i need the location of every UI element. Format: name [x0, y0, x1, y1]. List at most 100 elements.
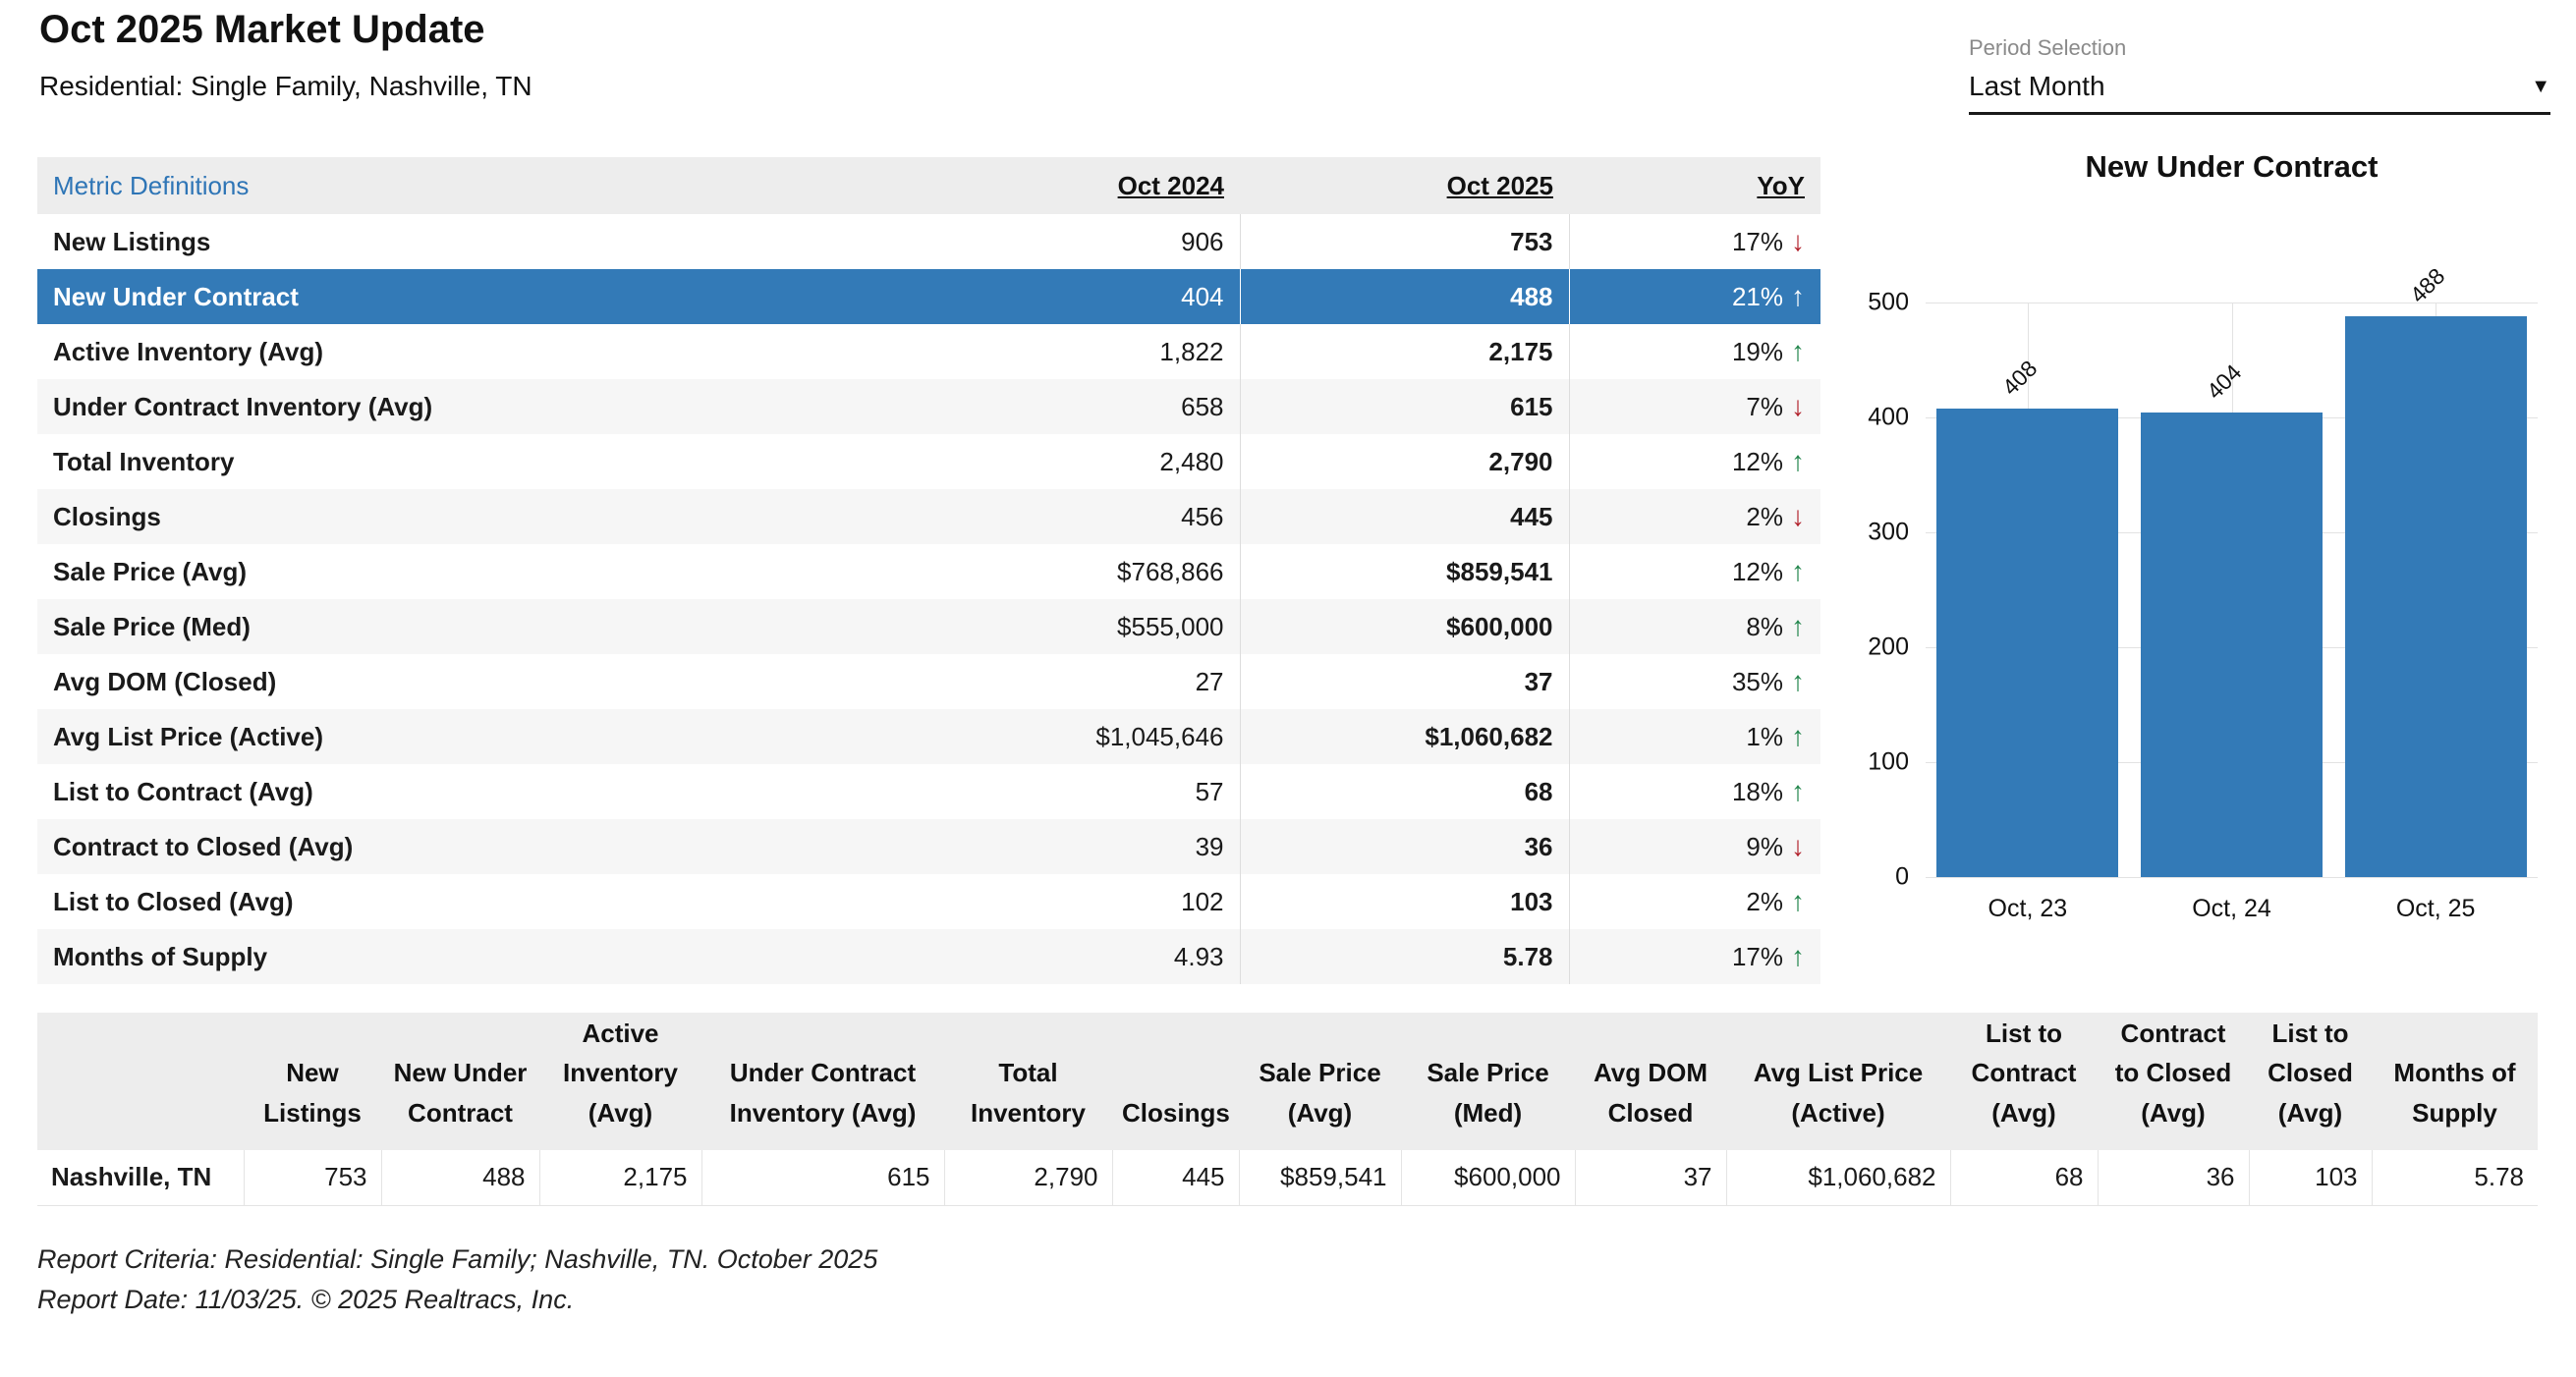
- summary-value: $859,541: [1238, 1150, 1401, 1205]
- metric-oct-2024-value: 906: [1181, 226, 1224, 256]
- metric-row[interactable]: Contract to Closed (Avg) 39 36 9% ↓: [37, 819, 1820, 874]
- metric-oct-2024-value: $1,045,646: [1095, 721, 1224, 751]
- chart-plot-area: 0 100 200 300 400 500 408 Oct, 23 404 Oct, 24 488 O…: [1868, 263, 2538, 922]
- x-axis-tick-label: Oct, 23: [1988, 895, 2068, 922]
- x-axis-tick-label: Oct, 25: [2395, 895, 2476, 922]
- metric-oct-2024-value: 4.93: [1173, 941, 1224, 971]
- trend-arrow-icon: ↓: [1791, 831, 1805, 861]
- summary-column-header: New Listings: [263, 1058, 362, 1128]
- metric-oct-2024-value: 102: [1181, 886, 1224, 916]
- metric-oct-2025-value: 68: [1239, 764, 1569, 819]
- metric-name: Sale Price (Med): [53, 611, 251, 641]
- metric-row[interactable]: List to Contract (Avg) 57 68 18% ↑: [37, 764, 1820, 819]
- metric-row[interactable]: Sale Price (Med) $555,000 $600,000 8% ↑: [37, 599, 1820, 654]
- trend-arrow-icon: ↑: [1791, 611, 1805, 641]
- summary-value: 615: [700, 1150, 944, 1205]
- metric-yoy-cell: 2% ↑: [1568, 874, 1820, 929]
- metric-oct-2024-value: 404: [1181, 281, 1224, 311]
- column-header-oct-2024[interactable]: Oct 2024: [1117, 170, 1224, 200]
- period-selection-dropdown[interactable]: Last Month ▼: [1969, 71, 2550, 115]
- metric-oct-2025-value: 5.78: [1239, 929, 1569, 984]
- summary-table: New Listings New Under Contract Active Inv…: [37, 1013, 2538, 1206]
- metric-name: New Listings: [53, 226, 211, 256]
- metric-row[interactable]: Avg DOM (Closed) 27 37 35% ↑: [37, 654, 1820, 709]
- trend-arrow-icon: ↓: [1791, 226, 1805, 256]
- summary-value: 5.78: [2371, 1150, 2538, 1205]
- y-axis-tick-label: 100: [1868, 747, 1909, 776]
- metric-name: Avg DOM (Closed): [53, 666, 277, 696]
- metric-oct-2024-value: 456: [1181, 501, 1224, 531]
- metric-row[interactable]: Avg List Price (Active) $1,045,646 $1,06…: [37, 709, 1820, 764]
- metric-yoy-percent: 8%: [1746, 612, 1783, 641]
- summary-column-header: List to Closed (Avg): [2268, 1019, 2353, 1128]
- summary-table-row: Nashville, TN 753 488 2,175 615 2,790 445 $859,…: [37, 1150, 2538, 1205]
- column-header-oct-2025[interactable]: Oct 2025: [1446, 170, 1553, 200]
- summary-region: Nashville, TN: [51, 1162, 212, 1192]
- summary-column-header: Months of Supply: [2393, 1058, 2516, 1128]
- metric-yoy-percent: 17%: [1731, 227, 1783, 256]
- metric-yoy-percent: 17%: [1731, 942, 1783, 971]
- metrics-table: Metric Definitions Oct 2024 Oct 2025 YoY…: [37, 157, 1820, 984]
- metric-yoy-cell: 21% ↑: [1568, 269, 1820, 324]
- metric-yoy-percent: 9%: [1746, 832, 1783, 861]
- metric-yoy-cell: 2% ↓: [1568, 489, 1820, 544]
- summary-column-header: Under Contract Inventory (Avg): [729, 1058, 917, 1128]
- metric-row[interactable]: Total Inventory 2,480 2,790 12% ↑: [37, 434, 1820, 489]
- metric-yoy-cell: 12% ↑: [1568, 434, 1820, 489]
- summary-value: 36: [2097, 1150, 2249, 1205]
- summary-value: 753: [243, 1150, 381, 1205]
- summary-column-header: Sale Price (Avg): [1259, 1058, 1381, 1128]
- metric-yoy-percent: 12%: [1731, 557, 1783, 586]
- summary-column-header: [37, 1013, 244, 1150]
- metric-oct-2025-value: $600,000: [1239, 599, 1569, 654]
- metric-row[interactable]: Under Contract Inventory (Avg) 658 615 7…: [37, 379, 1820, 434]
- metric-row[interactable]: New Under Contract 404 488 21% ↑: [37, 269, 1820, 324]
- summary-value: 2,790: [943, 1150, 1112, 1205]
- metric-row[interactable]: Months of Supply 4.93 5.78 17% ↑: [37, 929, 1820, 984]
- x-axis-tick-label: Oct, 24: [2192, 895, 2271, 922]
- metric-oct-2025-value: $859,541: [1239, 544, 1569, 599]
- metric-yoy-cell: 9% ↓: [1568, 819, 1820, 874]
- page-subtitle: Residential: Single Family, Nashville, T…: [39, 71, 532, 101]
- metric-yoy-percent: 2%: [1746, 502, 1783, 531]
- report-criteria: Report Criteria: Residential: Single Fam…: [37, 1244, 878, 1274]
- metric-name: Closings: [53, 501, 161, 531]
- metric-oct-2024-value: 27: [1195, 666, 1224, 696]
- summary-column-header: Avg DOM Closed: [1593, 1058, 1708, 1128]
- summary-column-header: List to Contract (Avg): [1971, 1019, 2077, 1128]
- bar-value-label: 408: [1996, 355, 2043, 400]
- metric-yoy-percent: 18%: [1731, 777, 1783, 806]
- metric-name: Total Inventory: [53, 446, 235, 476]
- y-axis-tick-label: 400: [1868, 403, 1909, 431]
- metric-name: List to Contract (Avg): [53, 776, 313, 806]
- trend-arrow-icon: ↑: [1791, 446, 1805, 476]
- metric-row[interactable]: Sale Price (Avg) $768,866 $859,541 12% ↑: [37, 544, 1820, 599]
- metric-yoy-cell: 17% ↓: [1568, 214, 1820, 269]
- summary-value: 488: [380, 1150, 539, 1205]
- metric-oct-2025-value: 753: [1239, 214, 1569, 269]
- summary-table-body: Nashville, TN 753 488 2,175 615 2,790 445 $859,…: [37, 1150, 2538, 1205]
- metric-oct-2024-value: 57: [1195, 776, 1224, 806]
- metric-name: Sale Price (Avg): [53, 556, 248, 586]
- metric-row[interactable]: Active Inventory (Avg) 1,822 2,175 19% ↑: [37, 324, 1820, 379]
- metric-definitions-link[interactable]: Metric Definitions: [53, 170, 250, 200]
- page-title: Oct 2025 Market Update: [39, 8, 485, 51]
- metric-yoy-percent: 21%: [1731, 282, 1783, 311]
- metric-yoy-percent: 7%: [1746, 392, 1783, 421]
- metric-oct-2024-value: 658: [1181, 391, 1224, 421]
- summary-value: $600,000: [1400, 1150, 1575, 1205]
- metric-row[interactable]: New Listings 906 753 17% ↓: [37, 214, 1820, 269]
- metric-yoy-percent: 12%: [1731, 447, 1783, 476]
- summary-table-header-row: New Listings New Under Contract Active Inv…: [37, 1013, 2538, 1150]
- period-selection: Period Selection Last Month ▼: [1969, 35, 2550, 115]
- trend-arrow-icon: ↑: [1791, 556, 1805, 586]
- period-selection-label: Period Selection: [1969, 35, 2127, 60]
- summary-column-header: Total Inventory: [970, 1058, 1087, 1128]
- trend-arrow-icon: ↑: [1791, 941, 1805, 971]
- trend-arrow-icon: ↑: [1791, 776, 1805, 806]
- metric-row[interactable]: Closings 456 445 2% ↓: [37, 489, 1820, 544]
- metric-yoy-cell: 19% ↑: [1568, 324, 1820, 379]
- column-header-yoy[interactable]: YoY: [1757, 170, 1805, 200]
- metric-row[interactable]: List to Closed (Avg) 102 103 2% ↑: [37, 874, 1820, 929]
